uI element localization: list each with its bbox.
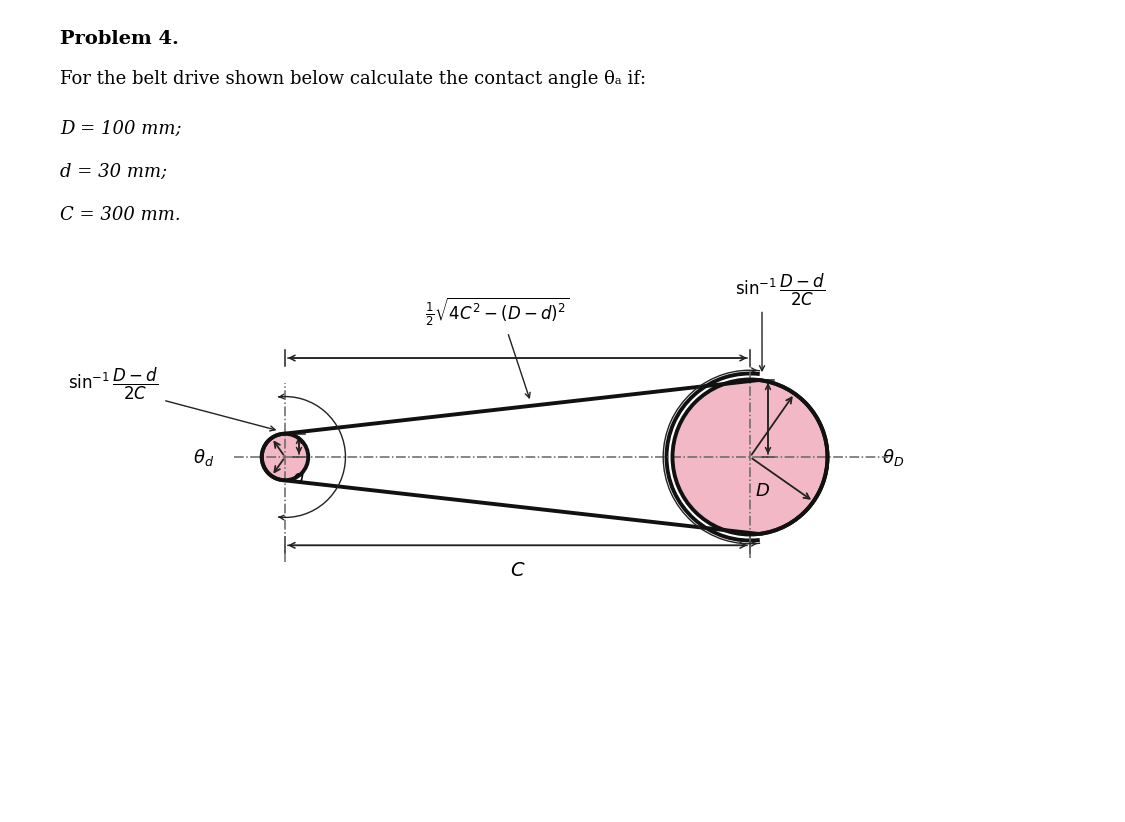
Circle shape [262,434,308,480]
Text: Problem 4.: Problem 4. [60,30,179,48]
Text: $d$: $d$ [292,469,306,487]
Text: $\theta_D$: $\theta_D$ [882,446,904,468]
Text: $C$: $C$ [510,561,525,580]
Text: $\frac{1}{2}\sqrt{4C^2-(D-d)^2}$: $\frac{1}{2}\sqrt{4C^2-(D-d)^2}$ [425,295,569,328]
Circle shape [673,380,828,534]
Text: $\sin^{-1}\dfrac{D-d}{2C}$: $\sin^{-1}\dfrac{D-d}{2C}$ [68,366,159,402]
Text: For the belt drive shown below calculate the contact angle θₐ if:: For the belt drive shown below calculate… [60,70,646,88]
Text: $\sin^{-1}\dfrac{D-d}{2C}$: $\sin^{-1}\dfrac{D-d}{2C}$ [735,271,825,307]
Text: C = 300 mm.: C = 300 mm. [60,206,181,224]
Text: D = 100 mm;: D = 100 mm; [60,120,181,138]
Text: $D$: $D$ [755,482,770,500]
Text: d = 30 mm;: d = 30 mm; [60,163,168,181]
Text: $\theta_d$: $\theta_d$ [193,446,215,468]
